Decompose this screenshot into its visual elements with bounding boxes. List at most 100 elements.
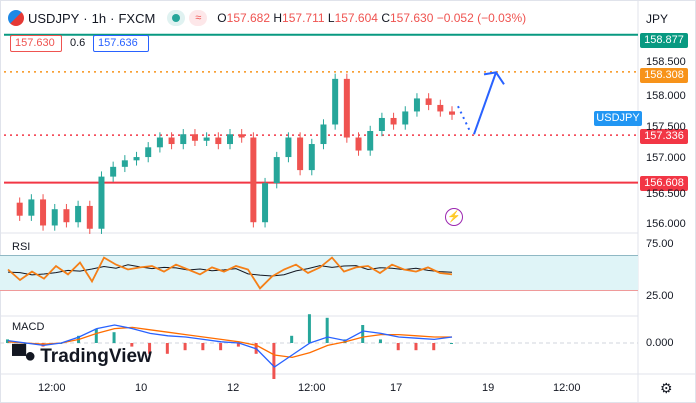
market-status-icon — [167, 10, 186, 26]
x-tick-label: 12:00 — [38, 382, 66, 394]
candle-body — [437, 104, 444, 112]
candle-body — [297, 137, 304, 171]
y-tick-label: 158.500 — [646, 56, 686, 68]
candle-body — [355, 137, 362, 151]
candle-body — [86, 205, 93, 229]
x-tick-label: 12:00 — [298, 382, 326, 394]
macd-histogram-bar — [219, 343, 223, 351]
macd-histogram-bar — [94, 328, 98, 343]
brand-name: TradingView — [40, 345, 152, 367]
candle-body — [203, 137, 210, 141]
macd-histogram-bar — [432, 343, 436, 351]
forecast-arrow — [473, 72, 497, 135]
macd-histogram-bar — [450, 343, 453, 344]
candle-body — [367, 131, 374, 151]
macd-zero-label: 0.000 — [646, 337, 674, 349]
y-tick-label: 157.500 — [646, 121, 686, 133]
candle-body — [343, 78, 350, 138]
candle-body — [250, 137, 257, 223]
candle-body — [308, 144, 315, 171]
macd-histogram-bar — [307, 314, 311, 343]
macd-histogram-bar — [343, 339, 347, 343]
spread-value: 0.6 — [70, 37, 86, 49]
candle-body — [63, 209, 70, 223]
candle-body — [285, 137, 292, 158]
symbol-header: USDJPY · 1h · FXCM ≈ O157.682 H157.711 L… — [8, 10, 526, 26]
macd-label[interactable]: MACD — [12, 321, 45, 333]
macd-histogram-bar — [361, 325, 365, 343]
candle-body — [378, 117, 385, 131]
macd-histogram-bar — [236, 343, 240, 347]
macd-histogram-bar — [148, 343, 152, 354]
candle-body — [191, 134, 198, 141]
source-label: FXCM — [118, 10, 156, 26]
macd-line — [7, 324, 453, 368]
macd-signal-line — [7, 326, 452, 359]
rsi-upper-label: 75.00 — [646, 238, 674, 250]
candle-body — [28, 199, 35, 216]
lightning-icon[interactable]: ⚡ — [445, 208, 463, 226]
forecast-dotted — [457, 105, 471, 132]
candle-body — [180, 134, 187, 145]
macd-histogram-bar — [378, 339, 382, 343]
price-tag-orange-level: 158.308 — [640, 68, 688, 83]
candle-body — [16, 202, 23, 216]
compare-icon[interactable]: ≈ — [189, 10, 208, 26]
price-tag-red-level: 156.608 — [640, 176, 688, 191]
currency-label[interactable]: JPY — [646, 12, 669, 26]
sell-button[interactable]: 157.630 — [10, 35, 62, 52]
macd-histogram-bar — [290, 335, 294, 343]
y-tick-label: 156.000 — [646, 218, 686, 230]
buy-button[interactable]: 157.636 — [93, 35, 149, 52]
y-tick-label: 157.000 — [646, 152, 686, 164]
candle-body — [238, 134, 245, 138]
macd-histogram-bar — [201, 343, 205, 351]
macd-histogram-bar — [272, 343, 276, 379]
y-tick-label: 156.500 — [646, 188, 686, 200]
x-tick-label: 17 — [390, 382, 403, 394]
candle-body — [145, 147, 152, 158]
settings-gear-icon[interactable]: ⚙ — [660, 380, 673, 396]
candle-body — [98, 176, 105, 229]
candle-body — [320, 124, 327, 145]
ohlc-values: O157.682 H157.711 L157.604 C157.630 −0.0… — [217, 11, 527, 25]
candle-body — [215, 137, 222, 145]
candle-body — [413, 98, 420, 112]
macd-histogram-bar — [325, 317, 329, 343]
candle-body — [51, 209, 58, 226]
candle-body — [133, 157, 140, 161]
macd-histogram-bar — [396, 343, 400, 351]
candle-body — [262, 183, 269, 223]
candle-body — [168, 137, 175, 145]
symbol-name[interactable]: USDJPY — [28, 10, 80, 26]
change-value: −0.052 (−0.03%) — [436, 11, 527, 25]
macd-histogram-bar — [112, 332, 116, 343]
candle-body — [390, 117, 397, 125]
macd-histogram-bar — [130, 343, 134, 347]
x-tick-label: 10 — [135, 382, 148, 394]
symbol-logo-icon — [8, 10, 24, 26]
y-tick-label: 158.000 — [646, 90, 686, 102]
x-tick-label: 19 — [482, 382, 495, 394]
price-tag-current: 157.336 — [640, 129, 688, 144]
candle-body — [156, 137, 163, 148]
x-tick-label: 12 — [227, 382, 240, 394]
price-tag-top-line: 158.877 — [640, 33, 688, 48]
candle-body — [273, 157, 280, 184]
macd-histogram-bar — [165, 343, 169, 354]
candle-body — [40, 199, 47, 226]
candle-body — [227, 134, 233, 145]
rsi-lower-label: 25.00 — [646, 290, 674, 302]
candle-body — [75, 205, 82, 223]
rsi-label[interactable]: RSI — [12, 241, 31, 253]
candle-body — [425, 98, 432, 105]
symbol-tag: USDJPY — [594, 111, 642, 126]
macd-histogram-bar — [414, 343, 418, 351]
interval-label[interactable]: 1h — [91, 10, 107, 26]
tradingview-logo-icon: ▀● — [12, 345, 36, 367]
rsi-line — [7, 256, 453, 290]
candle-body — [332, 78, 339, 125]
x-tick-label: 12:00 — [553, 382, 581, 394]
